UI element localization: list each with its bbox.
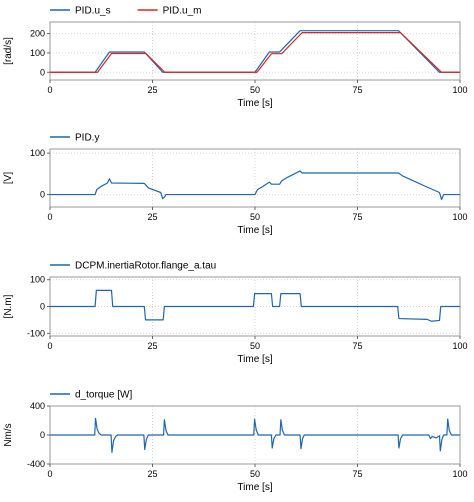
x-tick-label: 0 xyxy=(47,341,52,351)
y-tick-label: 100 xyxy=(30,148,45,158)
x-tick-label: 75 xyxy=(352,341,362,351)
chart-panel-2: 0 25 50 75 100 0 100 Time [s] [V] PID.y xyxy=(3,133,468,237)
x-tick-label: 50 xyxy=(250,85,260,95)
x-tick-label: 50 xyxy=(250,341,260,351)
x-tick-label: 25 xyxy=(147,212,157,222)
series-line xyxy=(50,170,460,201)
x-tick-label: 75 xyxy=(352,469,362,479)
legend-label: d_torque [W] xyxy=(75,390,132,401)
x-tick-label: 100 xyxy=(452,341,467,351)
y-axis-label: [V] xyxy=(3,172,14,184)
y-tick-label: 200 xyxy=(30,29,45,39)
x-tick-label: 0 xyxy=(47,85,52,95)
y-tick-label: 0 xyxy=(40,67,45,77)
y-tick-label: 0 xyxy=(40,190,45,200)
legend-label: PID.u_m xyxy=(163,6,202,17)
y-tick-label: 0 xyxy=(40,430,45,440)
x-tick-label: 0 xyxy=(47,212,52,222)
y-tick-label: 100 xyxy=(30,48,45,58)
x-tick-label: 0 xyxy=(47,469,52,479)
x-axis-label: Time [s] xyxy=(237,98,272,109)
x-axis-label: Time [s] xyxy=(237,225,272,236)
x-axis-label: Time [s] xyxy=(237,354,272,365)
x-tick-label: 50 xyxy=(250,212,260,222)
plot-frame xyxy=(49,148,461,208)
legend-label: PID.u_s xyxy=(75,6,111,17)
series-line xyxy=(50,32,460,73)
x-tick-label: 100 xyxy=(452,85,467,95)
y-tick-label: -100 xyxy=(27,328,45,338)
series-line xyxy=(50,30,460,73)
y-axis-label: [rad/s] xyxy=(3,37,14,65)
y-tick-label: 400 xyxy=(30,401,45,411)
series-line xyxy=(50,289,460,322)
x-tick-label: 25 xyxy=(147,85,157,95)
chart-panel-1: 0 25 50 75 100 0 100 200 Time [s] [rad/s] PID.u_s P… xyxy=(3,6,468,110)
y-tick-label: -400 xyxy=(27,459,45,469)
x-tick-label: 75 xyxy=(352,85,362,95)
legend-label: DCPM.inertiaRotor.flange_a.tau xyxy=(75,261,216,272)
x-tick-label: 50 xyxy=(250,469,260,479)
y-axis-label: Nm/s xyxy=(3,423,14,446)
y-tick-label: 100 xyxy=(30,275,45,285)
x-tick-label: 100 xyxy=(452,469,467,479)
y-tick-label: 0 xyxy=(40,302,45,312)
x-tick-label: 75 xyxy=(352,212,362,222)
legend-label: PID.y xyxy=(75,133,99,144)
x-tick-label: 25 xyxy=(147,469,157,479)
series-line xyxy=(50,417,460,453)
x-tick-label: 25 xyxy=(147,341,157,351)
x-axis-label: Time [s] xyxy=(237,482,272,493)
x-tick-label: 100 xyxy=(452,212,467,222)
y-axis-label: [N.m] xyxy=(3,294,14,318)
